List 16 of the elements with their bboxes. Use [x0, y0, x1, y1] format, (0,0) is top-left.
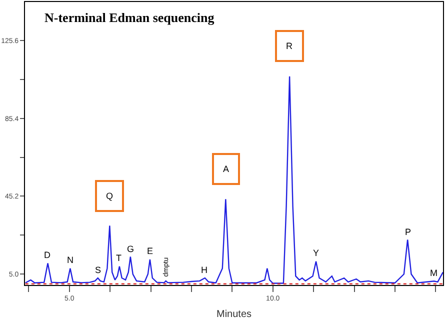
- annotation: G: [127, 244, 134, 254]
- annotation: Q: [106, 191, 114, 201]
- annotation: D: [44, 250, 51, 260]
- annotation: T: [116, 253, 122, 263]
- annotation: H: [201, 265, 208, 275]
- annotation: E: [147, 246, 154, 256]
- annotation: M: [430, 268, 438, 278]
- x-axis-title: Minutes: [216, 308, 252, 320]
- line-series: [25, 76, 443, 284]
- annotation: R: [286, 41, 293, 51]
- annotation: S: [95, 265, 102, 275]
- text: N-terminal Edman sequencing: [44, 10, 215, 26]
- annotation: P: [405, 227, 412, 237]
- annotation: A: [223, 164, 230, 174]
- annotation: Y: [313, 248, 320, 258]
- annotation: N: [67, 255, 74, 265]
